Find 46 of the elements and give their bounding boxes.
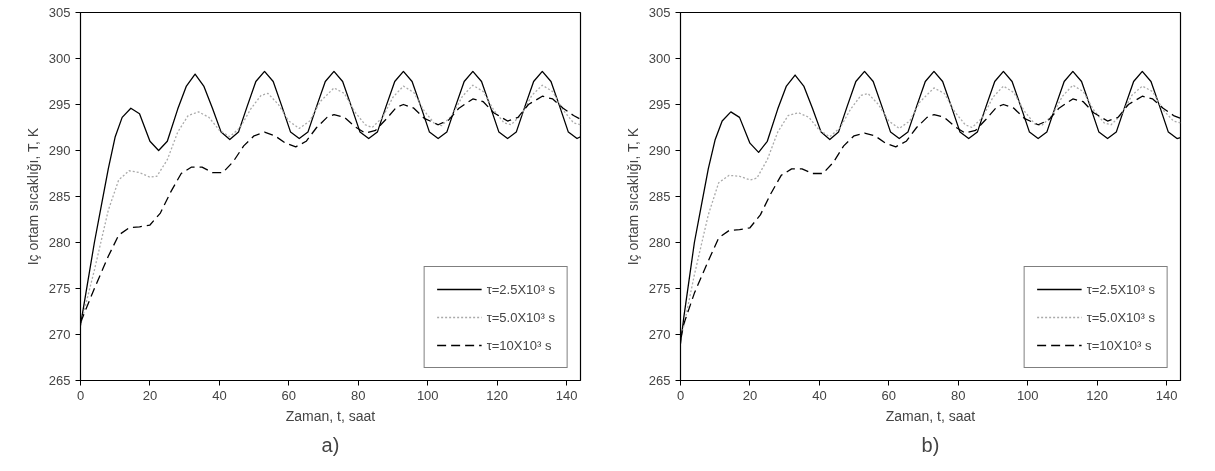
x-tick-label: 60	[881, 387, 897, 403]
x-tick-label: 140	[1155, 387, 1178, 403]
x-tick-label: 80	[951, 387, 966, 403]
y-tick-label: 305	[648, 5, 671, 20]
y-axis-title: Iç ortam sıcaklığı, T, K	[24, 127, 41, 266]
legend-label: τ=10X10³ s	[1086, 337, 1152, 353]
x-tick-label: 100	[1016, 387, 1039, 403]
x-axis-title: Zaman, t, saat	[885, 407, 976, 424]
text: a)	[321, 433, 340, 456]
y-tick-label: 290	[48, 143, 71, 158]
y-tick-label: 295	[48, 97, 71, 112]
x-tick-label: 60	[281, 387, 297, 403]
y-tick-label: 265	[48, 373, 71, 388]
x-tick-label: 0	[676, 387, 685, 403]
x-tick-label: 120	[1086, 387, 1109, 403]
y-tick-label: 270	[48, 327, 71, 342]
x-tick-label: 120	[486, 387, 509, 403]
x-tick-label: 140	[555, 387, 578, 403]
x-tick-label: 20	[142, 387, 158, 403]
y-axis-title: Iç ortam sıcaklığı, T, K	[624, 127, 641, 266]
text: b)	[921, 433, 940, 456]
x-axis-title: Zaman, t, saat	[285, 407, 376, 424]
y-tick-label: 300	[648, 51, 671, 66]
legend-label: τ=5.0X10³ s	[486, 309, 555, 325]
legend-label: τ=10X10³ s	[486, 337, 552, 353]
y-tick-label: 285	[48, 189, 71, 204]
y-tick-label: 275	[48, 281, 71, 296]
legend-label: τ=5.0X10³ s	[1086, 309, 1155, 325]
legend-label: τ=2.5X10³ s	[1086, 281, 1155, 297]
x-tick-label: 40	[812, 387, 827, 403]
y-tick-label: 275	[648, 281, 671, 296]
y-tick-label: 280	[48, 235, 71, 250]
y-tick-label: 270	[648, 327, 671, 342]
y-tick-label: 300	[48, 51, 71, 66]
x-tick-label: 80	[351, 387, 366, 403]
x-tick-label: 40	[212, 387, 227, 403]
y-tick-label: 290	[648, 143, 671, 158]
y-tick-label: 265	[648, 373, 671, 388]
y-tick-label: 280	[648, 235, 671, 250]
x-tick-label: 0	[76, 387, 85, 403]
legend-label: τ=2.5X10³ s	[486, 281, 555, 297]
y-tick-label: 305	[48, 5, 71, 20]
x-tick-label: 20	[742, 387, 758, 403]
x-tick-label: 100	[416, 387, 439, 403]
y-tick-label: 295	[648, 97, 671, 112]
y-tick-label: 285	[648, 189, 671, 204]
